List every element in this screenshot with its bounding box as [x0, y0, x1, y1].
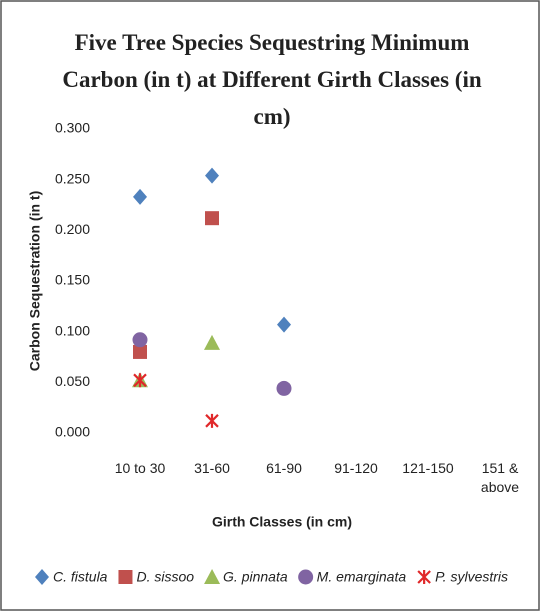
y-tick-label: 0.250: [55, 170, 90, 186]
marker: [132, 332, 148, 348]
y-axis-title: Carbon Sequestration (in t): [27, 191, 43, 371]
marker: [277, 316, 291, 333]
marker: [205, 167, 219, 184]
x-axis-title: Girth Classes (in cm): [212, 514, 352, 530]
marker: [133, 344, 147, 359]
x-tick-label: 31-60: [194, 460, 230, 476]
legend-label: D. sissoo: [136, 569, 194, 585]
marker: [133, 188, 147, 205]
x-tick-label: 121-150: [402, 460, 454, 476]
marker: [205, 211, 219, 226]
x-tick-label: 151 & above: [481, 460, 519, 495]
y-tick-label: 0.000: [55, 424, 90, 440]
marker: [417, 570, 431, 584]
x-tick-label: 10 to 30: [115, 460, 166, 476]
marker: [204, 569, 221, 584]
legend-label: G. pinnata: [223, 569, 288, 585]
x-tick-label: 91-120: [334, 460, 378, 476]
marker: [204, 334, 220, 350]
x-tick-label: 61-90: [266, 460, 302, 476]
legend-item: P. sylvestris: [417, 569, 508, 585]
legend-item: M. emarginata: [298, 569, 406, 585]
legend-item: D. sissoo: [118, 569, 194, 585]
legend-item: G. pinnata: [204, 569, 288, 585]
marker: [133, 373, 147, 388]
y-tick-label: 0.300: [55, 120, 90, 136]
marker: [118, 570, 133, 584]
legend-label: P. sylvestris: [435, 569, 508, 585]
y-tick-label: 0.100: [55, 322, 90, 338]
legend-label: M. emarginata: [317, 569, 407, 585]
marker: [276, 380, 292, 396]
legend: C. fistula D. sissoo G. pinnata M. emargina…: [35, 569, 508, 585]
marker: [205, 413, 219, 428]
y-tick-label: 0.200: [55, 221, 90, 237]
legend-item: C. fistula: [35, 569, 108, 585]
chart-title: Five Tree Species Sequestring Minimum Car…: [62, 30, 481, 129]
legend-label: C. fistula: [53, 569, 108, 585]
marker: [35, 569, 49, 585]
marker: [298, 569, 314, 585]
y-tick-label: 0.050: [55, 373, 90, 389]
y-tick-label: 0.150: [55, 272, 90, 288]
